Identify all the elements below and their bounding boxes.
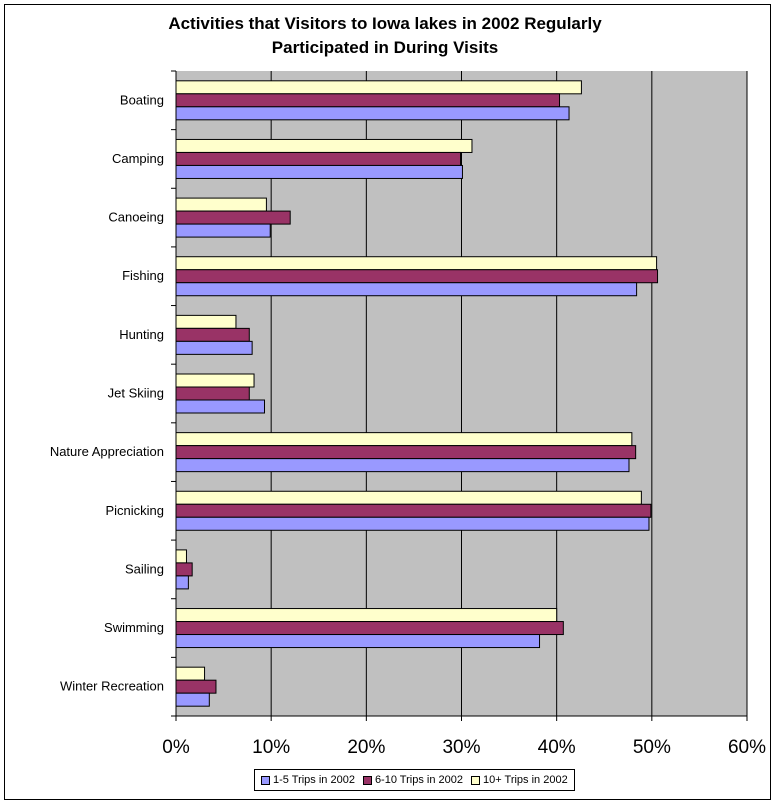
bar <box>175 106 570 121</box>
x-tick-label: 10% <box>252 737 290 758</box>
legend: 1-5 Trips in 2002 6-10 Trips in 2002 10+… <box>254 769 575 791</box>
bar <box>175 340 253 355</box>
bar <box>175 608 558 623</box>
y-category-label: Picnicking <box>105 503 164 518</box>
y-category-label: Hunting <box>119 327 164 342</box>
bar <box>175 373 255 388</box>
bars <box>175 80 659 707</box>
x-tick-label: 30% <box>442 737 480 758</box>
bar <box>175 634 541 649</box>
y-category-label: Canoeing <box>108 210 164 225</box>
y-category-label: Nature Appreciation <box>50 444 164 459</box>
bar <box>175 282 638 297</box>
bar <box>175 386 250 401</box>
bar <box>175 223 271 238</box>
legend-item-1-5-trips: 1-5 Trips in 2002 <box>261 774 355 786</box>
y-category-label: Swimming <box>104 620 164 635</box>
bar <box>175 151 462 166</box>
chart-title: Activities that Visitors to Iowa lakes i… <box>60 12 710 60</box>
bar <box>175 210 291 225</box>
legend-swatch <box>471 775 480 785</box>
bar <box>175 575 189 590</box>
bar <box>175 516 650 531</box>
chart-title-line-1: Activities that Visitors to Iowa lakes i… <box>168 14 602 33</box>
bar <box>175 666 206 681</box>
bar <box>175 432 633 447</box>
bar <box>175 399 266 414</box>
y-category-label: Jet Skiing <box>108 386 164 401</box>
bar <box>175 458 630 473</box>
legend-label: 6-10 Trips in 2002 <box>374 774 463 786</box>
bar <box>175 327 250 342</box>
bar <box>175 562 193 577</box>
bar <box>175 549 187 564</box>
x-tick-label: 20% <box>347 737 385 758</box>
bar <box>175 93 561 108</box>
x-tick-label: 40% <box>538 737 576 758</box>
x-tick-label: 60% <box>728 737 766 758</box>
legend-item-6-10-trips: 6-10 Trips in 2002 <box>362 774 463 786</box>
bar <box>175 256 658 271</box>
bar <box>175 197 267 212</box>
legend-label: 1-5 Trips in 2002 <box>273 774 355 786</box>
axes: 0% 10% 20% 30% 40% 50% 60% Boating Camping Canoei… <box>50 70 766 758</box>
legend-label: 10+ Trips in 2002 <box>483 774 568 786</box>
y-category-label: Boating <box>120 92 164 107</box>
bar <box>175 621 564 636</box>
bar <box>175 692 210 707</box>
bar <box>175 445 637 460</box>
legend-swatch <box>261 775 270 785</box>
legend-item-10-plus-trips: 10+ Trips in 2002 <box>471 774 568 786</box>
bar <box>175 164 463 179</box>
bar <box>175 138 473 153</box>
chart-title-line-2: Participated in During Visits <box>271 38 499 57</box>
x-tick-label: 50% <box>633 737 671 758</box>
bar <box>175 314 237 329</box>
bar <box>175 503 652 518</box>
legend-swatch <box>362 775 372 785</box>
bar <box>175 679 217 694</box>
y-category-label: Fishing <box>122 268 164 283</box>
bar <box>175 269 659 284</box>
bar <box>175 490 642 505</box>
y-category-label: Winter Recreation <box>60 679 164 694</box>
x-tick-label: 0% <box>162 737 190 758</box>
y-category-label: Camping <box>112 151 164 166</box>
bar <box>175 80 582 95</box>
y-category-label: Sailing <box>125 561 164 576</box>
